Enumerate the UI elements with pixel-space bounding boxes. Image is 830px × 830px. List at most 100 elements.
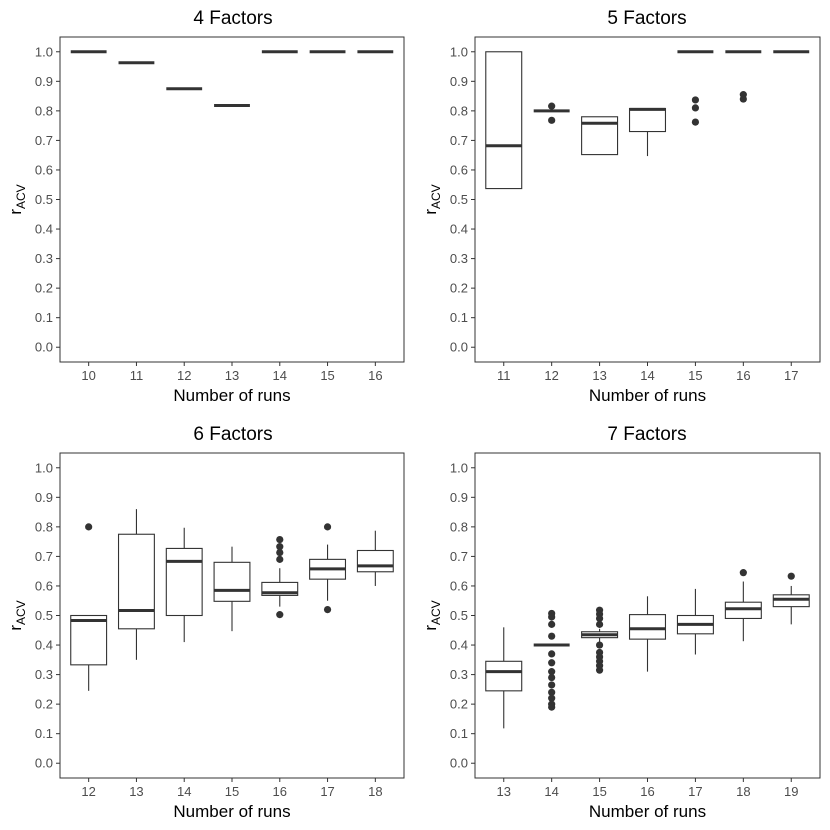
x-tick-label: 14 [544, 784, 558, 799]
x-tick-label: 13 [225, 368, 239, 383]
outlier-point [691, 118, 700, 126]
box-13 [485, 627, 523, 729]
y-tick-label: 1.0 [35, 460, 53, 475]
y-axis-label-subscript: ACV [429, 184, 443, 209]
y-tick-label: 0.7 [450, 133, 468, 148]
box-16 [628, 596, 667, 672]
x-tick-label: 15 [592, 784, 606, 799]
box-17 [676, 588, 714, 655]
box-iqr [70, 614, 108, 666]
y-tick-label: 0.7 [35, 549, 53, 564]
x-axis-label: Number of runs [589, 386, 706, 405]
y-tick-label: 0.1 [35, 310, 53, 325]
outlier-point [548, 694, 556, 702]
outlier-point [548, 613, 556, 621]
y-tick-label: 0.0 [35, 340, 53, 355]
y-tick-label: 0.0 [450, 340, 468, 355]
outlier-point [595, 641, 604, 649]
y-tick-label: 0.5 [450, 608, 468, 623]
y-tick-label: 0.5 [450, 192, 468, 207]
box-17 [309, 523, 347, 614]
panel-3: 6 Factors 0.0 0.1 0.2 0.3 0.4 0.5 0.6 0.7 0.8 0.9 1… [6, 424, 405, 821]
x-tick-label: 16 [273, 784, 287, 799]
outlier-point [739, 569, 747, 577]
box-15 [677, 50, 714, 126]
y-tick-label: 0.5 [35, 608, 53, 623]
outlier-point [276, 611, 284, 619]
y-axis-label-main: r [421, 209, 440, 215]
y-tick-label: 0.2 [35, 281, 53, 296]
y-tick-label: 0.0 [450, 756, 468, 771]
y-tick-label: 0.6 [35, 162, 53, 177]
x-tick-label: 18 [368, 784, 382, 799]
y-axis-label: rACV [421, 600, 443, 630]
y-tick-label: 0.8 [450, 519, 468, 534]
box-13 [581, 116, 619, 156]
x-tick-label: 14 [640, 368, 654, 383]
outlier-point [691, 96, 700, 104]
outlier-point [85, 523, 93, 531]
y-tick-label: 0.7 [35, 133, 53, 148]
y-tick-label: 0.6 [450, 578, 468, 593]
outlier-point [276, 543, 284, 551]
box-iqr [117, 533, 155, 630]
box-14 [628, 107, 667, 157]
outlier-point [548, 681, 556, 689]
box-iqr [485, 51, 523, 190]
box-16 [261, 535, 299, 619]
box-iqr [628, 614, 667, 640]
box-19 [772, 572, 810, 625]
y-tick-label: 0.9 [35, 490, 53, 505]
y-tick-label: 0.9 [450, 74, 468, 89]
x-tick-label: 17 [688, 784, 702, 799]
box-18 [356, 530, 394, 586]
x-tick-label: 16 [640, 784, 654, 799]
x-axis-label: Number of runs [173, 386, 290, 405]
x-tick-label: 15 [320, 368, 334, 383]
x-tick-label: 17 [784, 368, 798, 383]
y-axis-label-main: r [421, 625, 440, 631]
y-tick-label: 1.0 [450, 460, 468, 475]
y-tick-label: 0.7 [450, 549, 468, 564]
outlier-point [595, 620, 604, 628]
outlier-point [276, 555, 284, 563]
outlier-point [323, 523, 332, 531]
outlier-point [595, 666, 604, 674]
outlier-point [548, 620, 556, 628]
y-tick-label: 1.0 [35, 44, 53, 59]
panel-2: 5 Factors 0.0 0.1 0.2 0.3 0.4 0.5 0.6 0.7 0.8 0.9 1… [421, 8, 821, 405]
box-12 [70, 523, 108, 691]
y-tick-label: 0.4 [450, 222, 468, 237]
y-axis-label: rACV [421, 184, 443, 214]
x-tick-label: 14 [273, 368, 287, 383]
x-tick-label: 10 [81, 368, 95, 383]
y-tick-label: 0.1 [35, 726, 53, 741]
outlier-point [548, 659, 556, 667]
outlier-point [739, 95, 747, 103]
outlier-point [276, 548, 284, 557]
outlier-point [323, 605, 332, 614]
outlier-point [548, 632, 556, 640]
x-tick-label: 11 [130, 368, 144, 383]
x-tick-label: 11 [497, 368, 511, 383]
y-tick-label: 0.6 [35, 578, 53, 593]
box-iqr [356, 549, 394, 573]
y-axis-label-subscript: ACV [14, 184, 28, 209]
x-tick-label: 14 [177, 784, 191, 799]
y-axis-label: rACV [6, 600, 28, 630]
box-iqr [165, 547, 203, 617]
y-tick-label: 0.9 [450, 490, 468, 505]
box-iqr [724, 601, 762, 620]
y-tick-label: 0.9 [35, 74, 53, 89]
panel-border [59, 36, 405, 363]
panel-title: 6 Factors [193, 424, 272, 445]
x-tick-label: 12 [177, 368, 191, 383]
y-axis-label-main: r [6, 625, 25, 631]
x-tick-label: 12 [81, 784, 95, 799]
x-tick-label: 16 [736, 368, 750, 383]
y-tick-label: 0.4 [35, 638, 53, 653]
panel-border [474, 36, 821, 363]
box-13 [117, 509, 155, 660]
outlier-point [595, 614, 604, 623]
y-tick-label: 0.8 [35, 103, 53, 118]
